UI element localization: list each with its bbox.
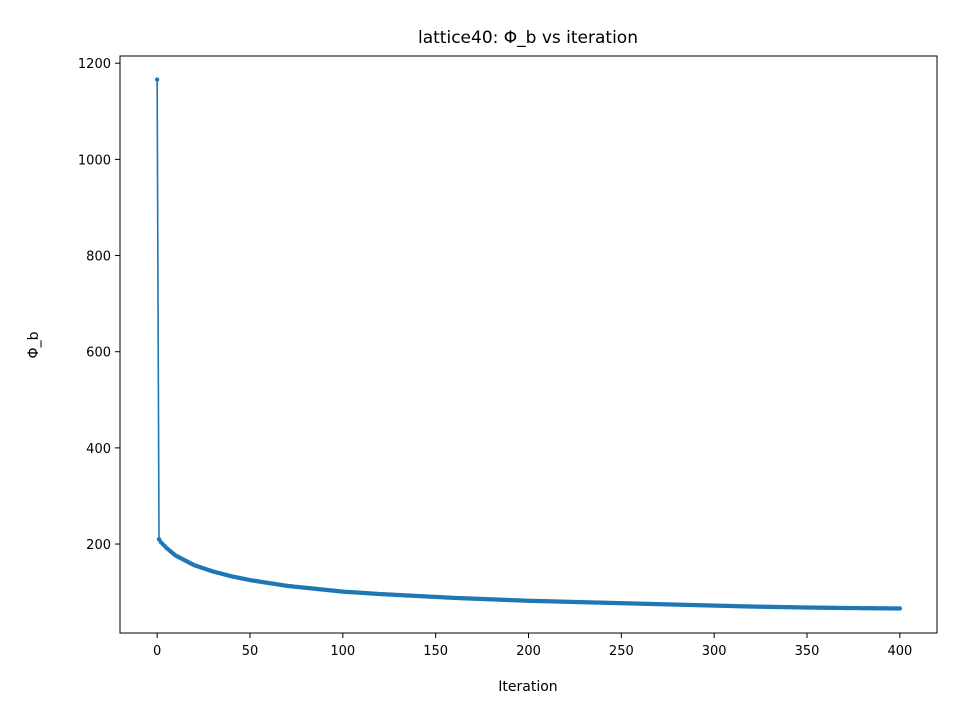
y-tick-label: 200 — [86, 538, 111, 553]
ticks-layer: 0 50 100 150 200 250 300 350 400 200 400 600 800 1000… — [78, 57, 912, 659]
x-tick-label: 300 — [702, 644, 727, 659]
x-tick-label: 100 — [330, 644, 355, 659]
x-axis-label: Iteration — [498, 679, 557, 695]
y-tick-label: 800 — [86, 250, 111, 265]
x-tick-label: 400 — [887, 644, 912, 659]
x-tick-label: 150 — [423, 644, 448, 659]
y-tick-label: 1200 — [78, 57, 111, 72]
y-tick-label: 600 — [86, 346, 111, 361]
x-tick-label: 200 — [516, 644, 541, 659]
y-tick-label: 1000 — [78, 153, 111, 168]
data-point — [154, 77, 160, 82]
data-point — [897, 606, 903, 611]
x-tick-label: 0 — [153, 644, 161, 659]
x-tick-label: 50 — [242, 644, 259, 659]
plot-area-frame — [119, 55, 938, 634]
x-tick-label: 250 — [609, 644, 634, 659]
series-layer — [154, 77, 903, 611]
y-axis-label: Φ_b — [26, 331, 42, 358]
x-tick-label: 350 — [795, 644, 820, 659]
y-tick-label: 400 — [86, 442, 111, 457]
chart-title: lattice40: Φ_b vs iteration — [418, 28, 638, 48]
